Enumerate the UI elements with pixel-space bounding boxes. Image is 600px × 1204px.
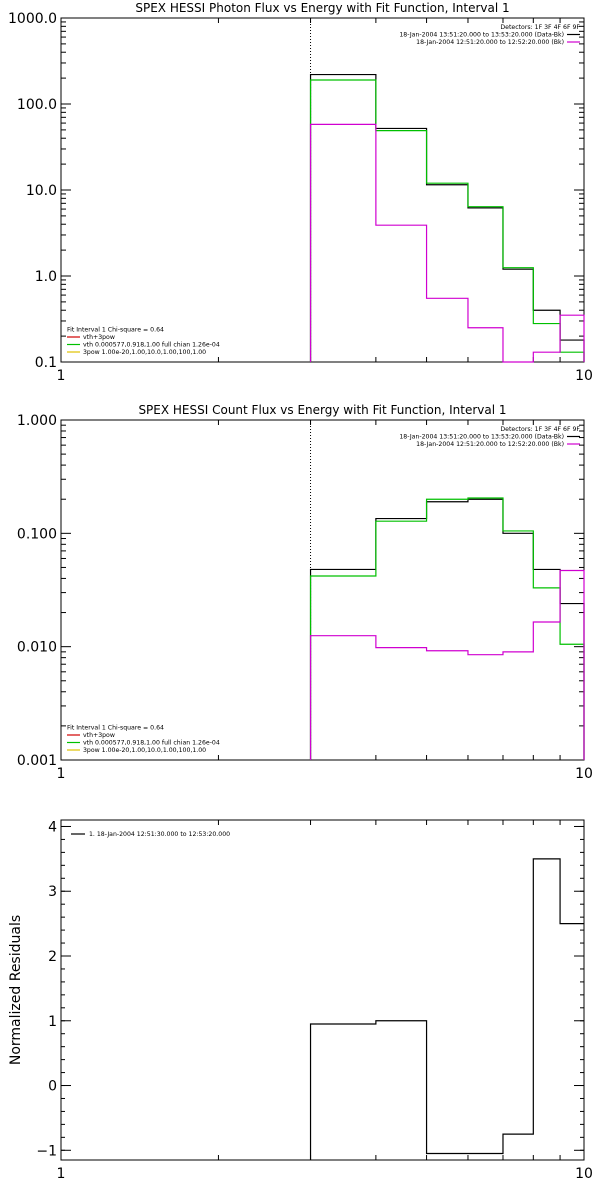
series-step-1	[309, 73, 585, 362]
x-tick-label: 1	[57, 1166, 66, 1182]
legend-bottom-text: vth 0.000577,0.918,1.00 full chian 1.26e…	[83, 342, 220, 349]
axes-frame	[60, 17, 585, 363]
y-tick-label: 1.0	[35, 269, 57, 285]
y-tick-label: 0	[48, 1079, 57, 1095]
x-tick-label: 1	[57, 368, 66, 384]
x-tick-label: 10	[575, 1166, 593, 1182]
x-tick-label: 1	[57, 766, 66, 782]
legend-top-text: 18-Jan-2004 13:51:20.000 to 13:53:20.000…	[399, 32, 564, 39]
chart-title: SPEX HESSI Count Flux vs Energy with Fit…	[138, 403, 506, 417]
legend-bottom-text: 3pow 1.00e-20,1.00,10.0,1.00,100,1.00	[83, 349, 206, 356]
legend-bottom-text: vth 0.000577,0.918,1.00 full chian 1.26e…	[83, 740, 220, 747]
y-tick-label: 3	[48, 884, 57, 900]
legend-top-text: Detectors: 1F 3F 4F 6F 9F	[500, 24, 580, 31]
y-tick-label: 2	[48, 949, 57, 965]
legend-top-text: Detectors: 1F 3F 4F 6F 9F	[500, 426, 580, 433]
y-tick-label: 10.0	[26, 183, 57, 199]
y-tick-label: 0.100	[17, 526, 57, 542]
axes-frame	[60, 819, 585, 1161]
x-tick-label: 10	[575, 368, 593, 384]
chart-panel-1: SPEX HESSI Photon Flux vs Energy with Fi…	[8, 1, 593, 384]
chart-title: SPEX HESSI Photon Flux vs Energy with Fi…	[135, 1, 509, 15]
axes-frame	[60, 419, 585, 761]
y-tick-label: 1.000	[17, 413, 57, 429]
y-tick-label: 0.1	[35, 355, 57, 371]
chart-panel-3: −1 0 1 2 3 4 1 10 Normalized Residuals 1. 18-Jan-…	[8, 819, 593, 1182]
y-tick-label: 0.001	[17, 753, 57, 769]
series-step-1	[309, 498, 585, 760]
series-step-3	[309, 569, 585, 760]
series-step-3	[309, 123, 585, 363]
legend-bottom-text: 3pow 1.00e-20,1.00,10.0,1.00,100,1.00	[83, 747, 206, 754]
x-tick-label: 10	[575, 766, 593, 782]
legend-bottom-text: vth+3pow	[83, 334, 115, 341]
legend-top-text: 18-Jan-2004 13:51:20.000 to 13:53:20.000…	[399, 434, 564, 441]
legend-bottom-text: Fit Interval 1 Chi-square = 0.64	[67, 327, 164, 334]
y-tick-label: 100.0	[17, 97, 57, 113]
y-tick-label: −1	[36, 1143, 57, 1159]
series-step-2	[309, 497, 585, 760]
legend-bottom-text: vth+3pow	[83, 732, 115, 739]
legend-top-text: 18-Jan-2004 12:51:20.000 to 12:52:20.000…	[416, 39, 564, 46]
series-step-1	[309, 858, 584, 1160]
legend-top-text: 1. 18-Jan-2004 12:51:30.000 to 12:53:20.…	[89, 831, 230, 838]
chart-panel-2: SPEX HESSI Count Flux vs Energy with Fit…	[17, 403, 593, 782]
y-tick-label: 0.010	[17, 640, 57, 656]
y-tick-label: 1	[48, 1014, 57, 1030]
series-step-2	[309, 79, 585, 362]
legend-bottom-text: Fit Interval 1 Chi-square = 0.64	[67, 725, 164, 732]
legend-top-text: 18-Jan-2004 12:51:20.000 to 12:52:20.000…	[416, 441, 564, 448]
y-tick-label: 1000.0	[8, 11, 57, 27]
y-tick-label: 4	[48, 819, 57, 835]
y-axis-label: Normalized Residuals	[8, 915, 24, 1065]
